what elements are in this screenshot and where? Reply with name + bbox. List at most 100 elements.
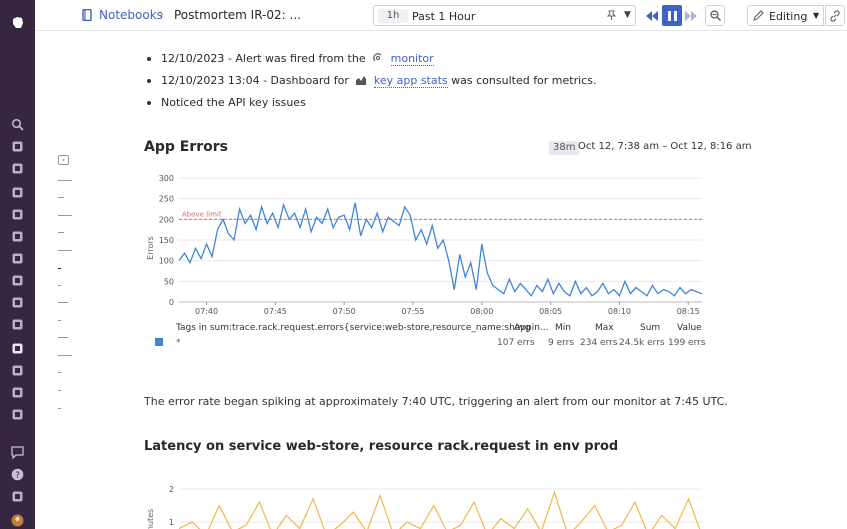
x-tick-label: 07:45 [264, 307, 287, 316]
avatar-icon[interactable] [0, 510, 35, 529]
legend-col-max[interactable]: Max [595, 323, 614, 333]
app-errors-chart[interactable]: 0 50 100 150 200 250 300 07:40 07:45 07:50 07:55 08… [144, 170, 710, 320]
metrics-icon[interactable] [0, 182, 35, 202]
y-tick-label: 200 [159, 215, 174, 224]
fast-forward-button[interactable] [681, 5, 701, 26]
fast-forward-icon [685, 10, 697, 21]
widget-time-range: Oct 12, 7:38 am – Oct 12, 8:16 am [578, 141, 752, 152]
zoom-out-button[interactable] [705, 5, 725, 26]
legend-value-min: 9 errs [548, 338, 575, 348]
outline-toggle-button[interactable]: › [58, 155, 69, 165]
outline-item[interactable] [58, 268, 61, 269]
y-tick-label: 300 [159, 174, 174, 183]
legend-value-avg: 107 errs [497, 338, 535, 348]
paragraph-text: The error rate began spiking at approxim… [144, 395, 728, 408]
bullet-text: 12/10/2023 - Alert was fired from the [161, 52, 366, 65]
sparkle-icon[interactable] [0, 486, 35, 506]
top-bar: Notebooks › Postmortem IR-02: ... 1h Pas… [35, 0, 847, 31]
widget-title[interactable]: Latency on service web-store, resource r… [144, 439, 619, 454]
x-tick-label: 08:10 [608, 307, 631, 316]
datadog-logo-icon[interactable] [0, 12, 35, 32]
x-tick-label: 07:40 [195, 307, 218, 316]
monitor-link[interactable]: monitor [390, 52, 434, 66]
latency-chart[interactable]: 1 2 minutes [144, 480, 710, 529]
y-axis-label: minutes [146, 509, 155, 529]
outline-item[interactable] [58, 372, 61, 373]
y-tick-label: 250 [159, 195, 174, 204]
share-link-button[interactable] [825, 5, 845, 26]
breadcrumb-notebooks[interactable]: Notebooks [99, 8, 163, 22]
dashboard-icon[interactable] [0, 158, 35, 178]
dashboard-link[interactable]: key app stats [373, 74, 448, 88]
bug-icon[interactable] [0, 404, 35, 424]
series-line [178, 490, 701, 529]
breadcrumb-separator: › [159, 7, 164, 21]
outline-item[interactable] [58, 215, 72, 216]
legend-col-sum[interactable]: Sum [640, 323, 661, 333]
security-icon[interactable] [0, 360, 35, 380]
rewind-icon [646, 10, 658, 21]
services-icon[interactable] [0, 314, 35, 334]
x-tick-label: 08:00 [470, 307, 493, 316]
integrations-icon[interactable] [0, 204, 35, 224]
x-tick-label: 07:55 [401, 307, 424, 316]
mode-dropdown[interactable]: Editing ▼ [747, 5, 824, 26]
x-tick-label: 08:15 [677, 307, 700, 316]
outline-item[interactable] [58, 390, 61, 391]
logs-icon[interactable] [0, 292, 35, 312]
widget-title[interactable]: App Errors [144, 139, 228, 155]
notebook-icon [82, 9, 92, 21]
outline-item[interactable] [58, 180, 72, 181]
outline-item[interactable] [58, 408, 61, 409]
notebook-title[interactable]: Postmortem IR-02: ... [174, 8, 301, 22]
chat-icon[interactable] [0, 442, 35, 462]
svg-text:?: ? [15, 471, 20, 481]
list-item: 12/10/2023 13:04 - Dashboard for key app… [146, 74, 596, 88]
notebooks-icon[interactable] [0, 338, 35, 358]
outline-item[interactable] [58, 232, 64, 233]
pause-button[interactable] [662, 5, 682, 26]
infrastructure-icon[interactable] [0, 270, 35, 290]
pencil-icon [753, 10, 764, 21]
time-range-selector[interactable]: 1h Past 1 Hour ▼ [373, 5, 636, 26]
bullet-text: 12/10/2023 13:04 - Dashboard for [161, 74, 349, 87]
monitor-icon [373, 53, 382, 62]
outline-item[interactable] [58, 355, 72, 356]
outline-item[interactable] [58, 302, 68, 303]
legend-col-avg[interactable]: Avg [514, 323, 531, 333]
zoom-out-icon [709, 10, 721, 21]
legend-col-value[interactable]: Value [677, 323, 702, 333]
legend-col-min[interactable]: Min [555, 323, 571, 333]
legend-row-tag: * [176, 338, 181, 348]
help-icon[interactable]: ? [0, 464, 35, 484]
outline-item[interactable] [58, 337, 68, 338]
rewind-button[interactable] [642, 5, 662, 26]
app-sidebar: ? [0, 0, 35, 529]
y-tick-label: 2 [169, 485, 174, 494]
link-icon [830, 9, 840, 22]
y-tick-label: 150 [159, 236, 174, 245]
pin-icon[interactable] [606, 10, 617, 21]
list-item: Noticed the API key issues [147, 96, 306, 109]
search-icon[interactable] [0, 114, 35, 134]
outline-item[interactable] [58, 250, 72, 251]
threshold-label: Above limit [182, 210, 222, 218]
x-tick-label: 08:05 [539, 307, 562, 316]
time-range-label: Past 1 Hour [412, 10, 476, 23]
outline-item[interactable] [58, 285, 61, 286]
pause-icon [667, 10, 677, 21]
shield-icon[interactable] [0, 382, 35, 402]
legend-series-swatch [155, 338, 163, 346]
duration-badge: 38m [549, 141, 580, 155]
mode-label: Editing [769, 10, 808, 23]
y-tick-label: 100 [159, 257, 174, 266]
series-line [178, 202, 703, 298]
chevron-down-icon: ▼ [813, 11, 820, 20]
apm-icon[interactable] [0, 248, 35, 268]
monitors-icon[interactable] [0, 226, 35, 246]
chevron-down-icon[interactable]: ▼ [624, 10, 631, 20]
outline-item[interactable] [58, 320, 61, 321]
binoculars-icon[interactable] [0, 136, 35, 156]
outline-item[interactable] [58, 197, 64, 198]
y-tick-label: 50 [164, 277, 174, 286]
